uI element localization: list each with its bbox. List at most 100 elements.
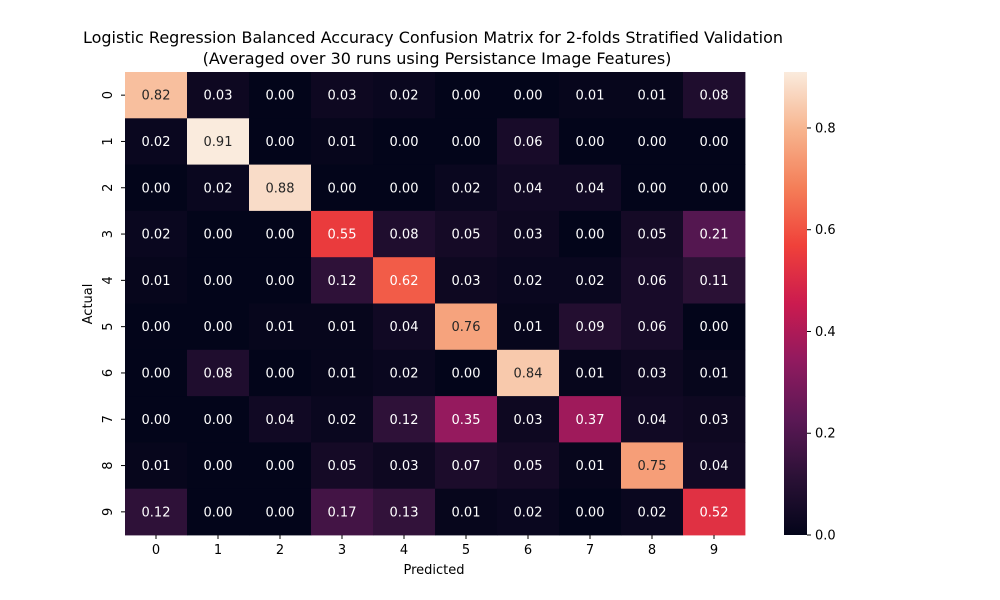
- heatmap-cell: [373, 210, 436, 258]
- heatmap-cell: [187, 164, 250, 212]
- cell-value-label: 0.00: [700, 181, 729, 196]
- cell-value-label: 0.00: [266, 459, 295, 474]
- heatmap-cell: [559, 257, 622, 304]
- cell-value-label: 0.52: [700, 505, 729, 520]
- y-axis-label: Actual: [81, 284, 96, 325]
- x-tick-label: 8: [648, 543, 656, 558]
- heatmap-cell: [435, 257, 498, 304]
- heatmap-cell: [187, 72, 250, 119]
- heatmap-cell: [373, 442, 436, 490]
- cell-value-label: 0.06: [514, 135, 543, 150]
- cell-value-label: 0.00: [266, 89, 295, 104]
- y-tick-label: 7: [101, 415, 116, 423]
- heatmap-cell: [249, 164, 312, 212]
- cell-value-label: 0.08: [204, 366, 233, 381]
- heatmap-cell: [559, 396, 622, 443]
- cell-value-label: 0.91: [204, 135, 233, 150]
- heatmap-cell: [683, 488, 746, 536]
- x-axis-label: Predicted: [403, 563, 464, 578]
- heatmap-cell: [559, 442, 622, 490]
- cell-value-label: 0.07: [452, 459, 481, 474]
- heatmap-cell: [373, 257, 436, 304]
- cell-value-label: 0.88: [266, 181, 295, 196]
- cell-value-label: 0.03: [638, 366, 667, 381]
- cell-value-label: 0.02: [576, 274, 605, 289]
- heatmap-cell: [187, 303, 250, 351]
- cell-value-label: 0.02: [514, 505, 543, 520]
- cell-value-label: 0.00: [390, 181, 419, 196]
- cell-value-label: 0.00: [266, 366, 295, 381]
- cell-value-label: 0.00: [204, 320, 233, 335]
- colorbar: [784, 72, 807, 535]
- cell-value-label: 0.01: [328, 135, 357, 150]
- heatmap-cell: [125, 303, 188, 351]
- heatmap-cell: [311, 349, 374, 397]
- heatmap-cell: [249, 349, 312, 397]
- cell-value-label: 0.01: [638, 89, 667, 104]
- heatmap-cell: [621, 488, 684, 536]
- cell-value-label: 0.75: [638, 459, 667, 474]
- cell-value-label: 0.02: [142, 135, 171, 150]
- x-tick-label: 0: [152, 543, 160, 558]
- cell-value-label: 0.00: [142, 413, 171, 428]
- cell-value-label: 0.04: [576, 181, 605, 196]
- cell-value-label: 0.03: [204, 89, 233, 104]
- heatmap-cell: [125, 118, 188, 165]
- cell-value-label: 0.04: [638, 413, 667, 428]
- cell-value-label: 0.04: [390, 320, 419, 335]
- x-tick-label: 6: [524, 543, 532, 558]
- heatmap-cell: [249, 72, 312, 119]
- cell-value-label: 0.00: [638, 135, 667, 150]
- cell-value-label: 0.01: [514, 320, 543, 335]
- cell-value-label: 0.02: [452, 181, 481, 196]
- cell-value-label: 0.00: [204, 413, 233, 428]
- cell-value-label: 0.01: [452, 505, 481, 520]
- cell-value-label: 0.00: [452, 89, 481, 104]
- heatmap-cell: [311, 396, 374, 443]
- heatmap-cell: [373, 118, 436, 165]
- heatmap-cell: [249, 118, 312, 165]
- heatmap-cell: [497, 303, 560, 351]
- heatmap-cell: [497, 257, 560, 304]
- cell-value-label: 0.00: [204, 228, 233, 243]
- heatmap-cell: [435, 349, 498, 397]
- heatmap-cell: [621, 349, 684, 397]
- cell-value-label: 0.01: [142, 274, 171, 289]
- heatmap-cell: [187, 442, 250, 490]
- cell-value-label: 0.04: [700, 459, 729, 474]
- cell-value-label: 0.02: [390, 89, 419, 104]
- heatmap-cell: [311, 210, 374, 258]
- heatmap-cell: [373, 72, 436, 119]
- heatmap-cell: [249, 488, 312, 536]
- cell-value-label: 0.12: [390, 413, 419, 428]
- cell-value-label: 0.08: [700, 89, 729, 104]
- cell-value-label: 0.01: [700, 366, 729, 381]
- cell-value-label: 0.04: [514, 181, 543, 196]
- cell-value-label: 0.12: [328, 274, 357, 289]
- cell-value-label: 0.05: [328, 459, 357, 474]
- heatmap-cell: [311, 257, 374, 304]
- heatmap-cell: [187, 396, 250, 443]
- heatmap-cell: [683, 396, 746, 443]
- x-tick-label: 2: [276, 543, 284, 558]
- heatmap-cell: [125, 488, 188, 536]
- cell-value-label: 0.01: [328, 320, 357, 335]
- heatmap-cell: [683, 303, 746, 351]
- heatmap-cell: [311, 164, 374, 212]
- heatmap-cell: [249, 396, 312, 443]
- cell-value-label: 0.04: [266, 413, 295, 428]
- heatmap-cell: [187, 257, 250, 304]
- cell-value-label: 0.00: [390, 135, 419, 150]
- heatmap-cell: [435, 72, 498, 119]
- cell-value-label: 0.01: [328, 366, 357, 381]
- heatmap-cell: [435, 118, 498, 165]
- heatmap-cell: [559, 72, 622, 119]
- cell-value-label: 0.02: [514, 274, 543, 289]
- heatmap-cell: [683, 118, 746, 165]
- heatmap-cell: [435, 303, 498, 351]
- y-tick-label: 2: [101, 184, 116, 192]
- heatmap-cell: [373, 349, 436, 397]
- heatmap-cell: [497, 164, 560, 212]
- cell-value-label: 0.09: [576, 320, 605, 335]
